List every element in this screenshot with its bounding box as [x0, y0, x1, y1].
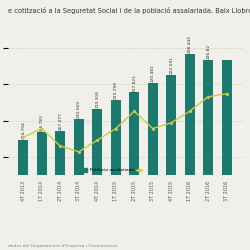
Text: 217.821: 217.821: [132, 74, 136, 92]
Bar: [92, 109, 102, 250]
Text: 226.82: 226.82: [206, 44, 210, 59]
Bar: [148, 83, 158, 250]
Bar: [111, 100, 121, 250]
Legend: Població assalariada, : Població assalariada,: [80, 166, 147, 174]
Text: 215.799: 215.799: [114, 81, 118, 99]
Text: dades del Departament d'Empresa i Coneixement: dades del Departament d'Empresa i Coneix…: [8, 244, 117, 248]
Bar: [74, 118, 84, 250]
Bar: [166, 75, 176, 250]
Bar: [185, 54, 195, 250]
Text: 210.569: 210.569: [77, 100, 81, 118]
Bar: [18, 140, 28, 250]
Text: 207.077: 207.077: [58, 112, 62, 130]
Text: 222.591: 222.591: [169, 56, 173, 74]
Text: 206.783: 206.783: [40, 114, 44, 132]
Text: 220.481: 220.481: [151, 64, 155, 82]
Text: 213.304: 213.304: [95, 90, 99, 108]
Text: 204.704: 204.704: [21, 121, 25, 139]
Bar: [37, 132, 47, 250]
Text: e cotització a la Seguretat Social i de la població assalariada. Baix Llobregat: e cotització a la Seguretat Social i de …: [8, 8, 250, 14]
Text: 228.443: 228.443: [188, 35, 192, 53]
Bar: [203, 60, 213, 250]
Bar: [55, 131, 65, 250]
Bar: [129, 92, 139, 250]
Bar: [222, 60, 232, 250]
